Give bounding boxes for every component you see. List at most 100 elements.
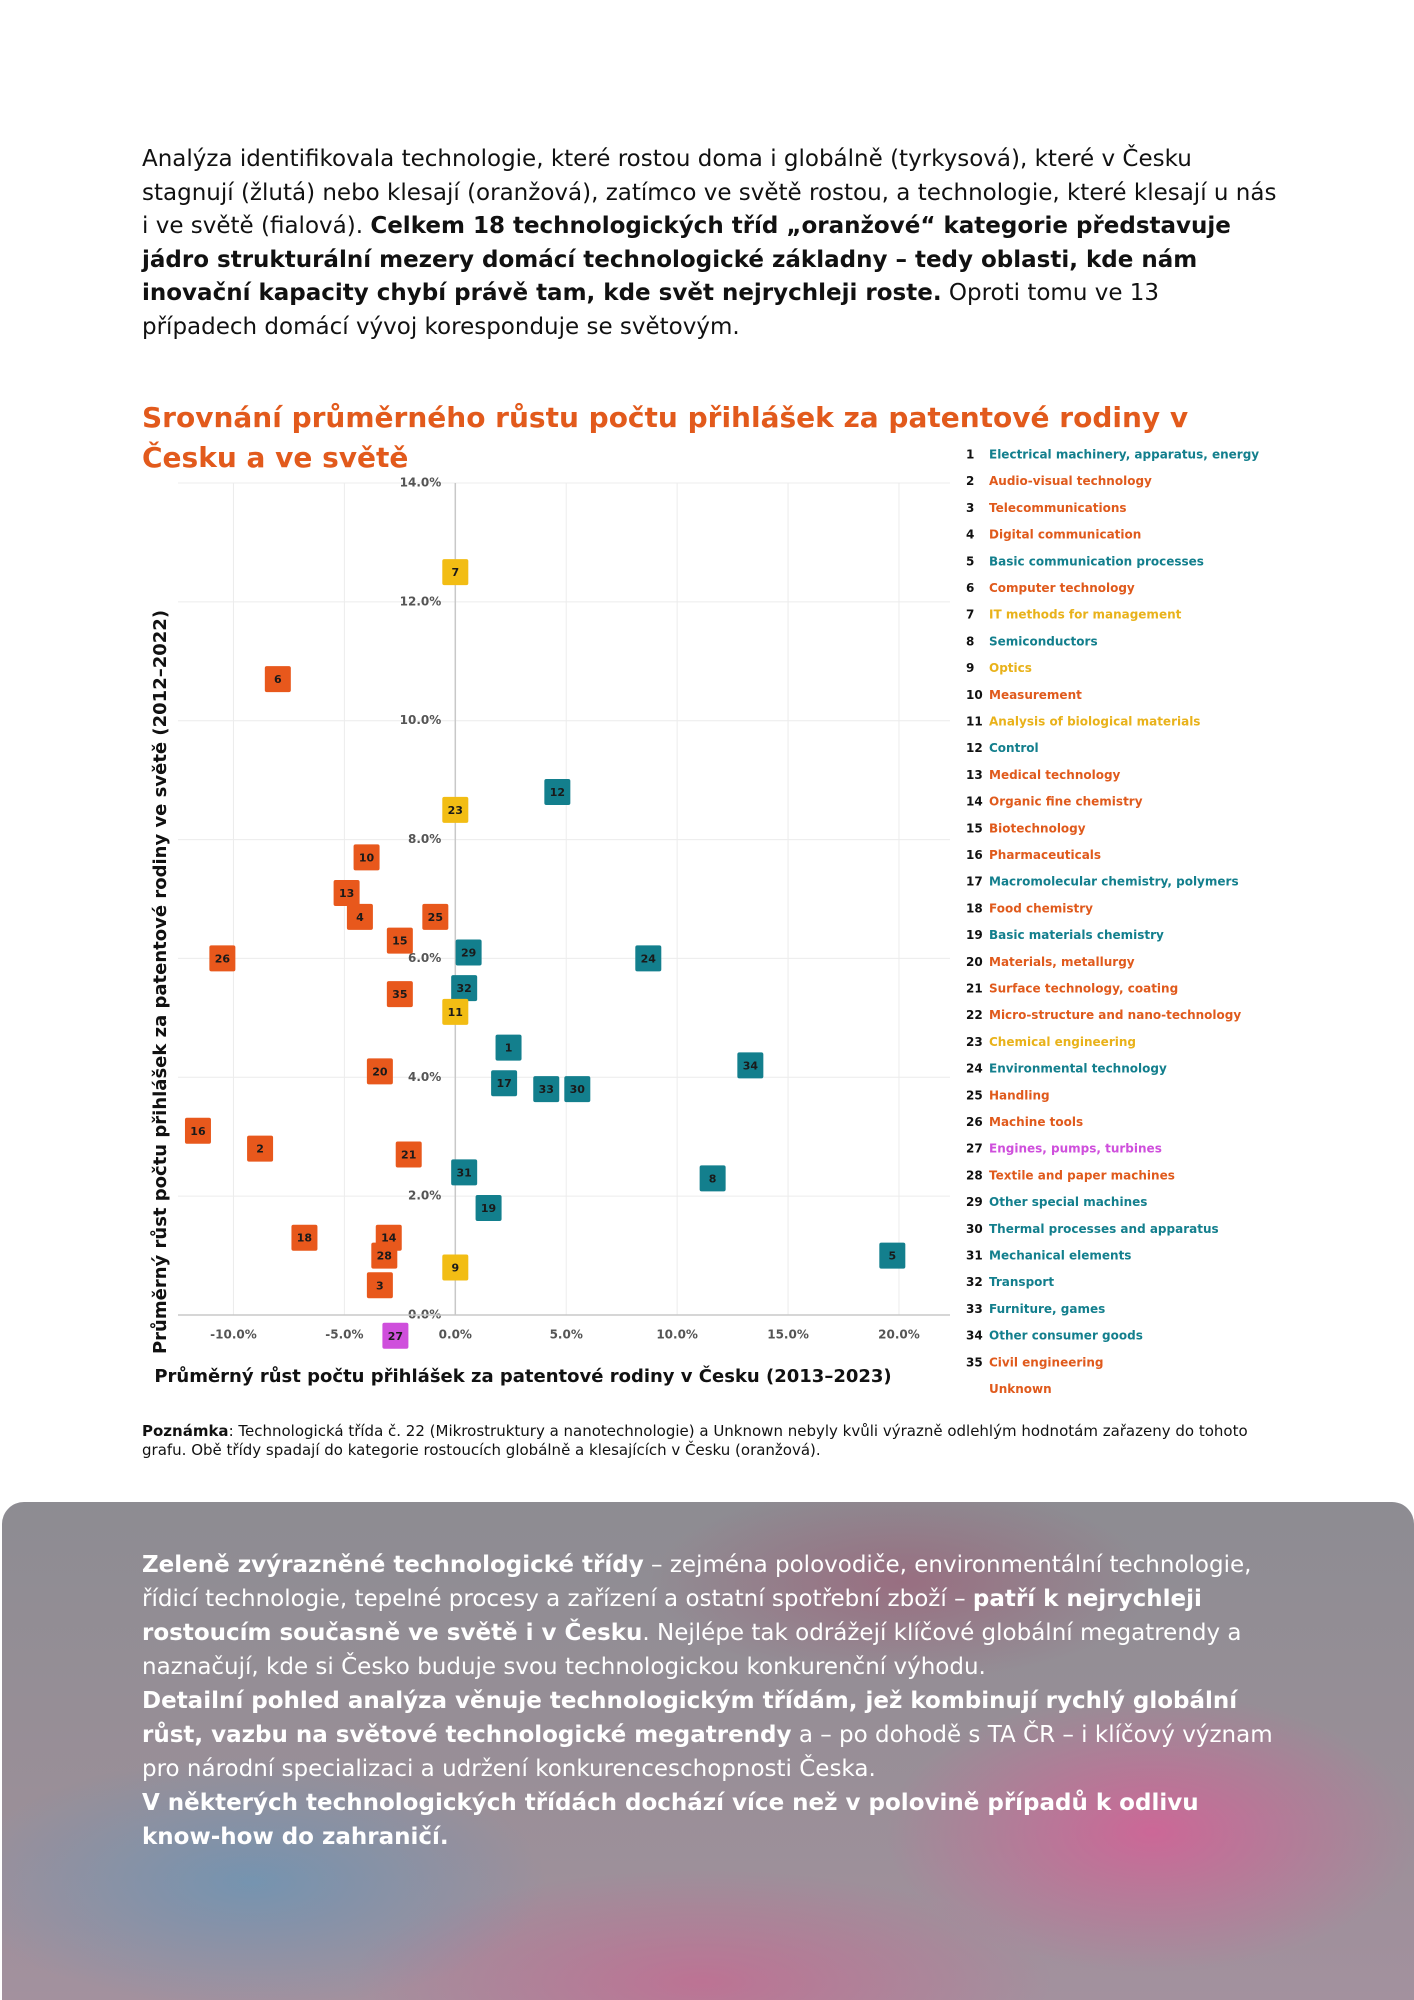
legend-number: 4 — [966, 528, 974, 542]
point-marker — [491, 1070, 518, 1097]
legend-number: 7 — [966, 608, 974, 622]
point-marker — [451, 1159, 478, 1186]
legend-label: Other consumer goods — [989, 1329, 1143, 1343]
legend-label: Audio-visual technology — [989, 474, 1152, 488]
text-segment: Analýza identifikovala technologie, kter… — [142, 146, 1277, 239]
point-marker — [291, 1224, 318, 1251]
point-marker — [442, 559, 469, 586]
text-segment: Poznámka — [142, 1422, 229, 1440]
legend-label: Chemical engineering — [989, 1035, 1136, 1049]
legend-label: Civil engineering — [989, 1355, 1104, 1369]
point-label: 18 — [297, 1232, 312, 1245]
point-label: 9 — [451, 1261, 459, 1274]
text-segment: Detailní pohled analýza věnuje technolog… — [142, 1688, 1238, 1748]
legend-number: 32 — [966, 1275, 983, 1289]
x-tick-label: 0.0% — [439, 1328, 472, 1342]
legend-label: Furniture, games — [989, 1302, 1105, 1316]
legend-label: Other special machines — [989, 1195, 1147, 1209]
legend-number: 10 — [966, 688, 983, 702]
legend-label: Mechanical elements — [989, 1249, 1131, 1263]
point-label: 29 — [461, 946, 476, 959]
legend-label: Computer technology — [989, 581, 1135, 595]
point-label: 2 — [256, 1143, 264, 1156]
legend-number: 34 — [966, 1329, 983, 1343]
legend-number: 35 — [966, 1355, 983, 1369]
point-label: 28 — [377, 1250, 392, 1263]
point-label: 7 — [451, 566, 459, 579]
paragraph: V některých technologických třídách doch… — [142, 1786, 1282, 1854]
legend-label: Pharmaceuticals — [989, 848, 1101, 862]
point-marker — [442, 998, 469, 1025]
legend-number: 14 — [966, 795, 983, 809]
point-label: 34 — [743, 1059, 759, 1072]
point-label: 15 — [392, 935, 407, 948]
point-label: 8 — [709, 1172, 717, 1185]
legend-number: 28 — [966, 1168, 983, 1182]
point-label: 17 — [496, 1077, 511, 1090]
point-marker — [386, 927, 413, 954]
point-label: 27 — [388, 1330, 403, 1343]
text-segment: V některých technologických třídách doch… — [142, 1790, 1199, 1850]
legend-number: 1 — [966, 448, 974, 462]
legend-number: 6 — [966, 581, 974, 595]
legend-number: 11 — [966, 715, 983, 729]
legend-number: 16 — [966, 848, 983, 862]
point-marker — [422, 903, 449, 930]
text-segment: Oproti tomu ve 13 případech domácí vývoj… — [142, 280, 1160, 340]
point-marker — [475, 1195, 502, 1222]
x-tick-label: 10.0% — [656, 1328, 698, 1342]
legend-label: Handling — [989, 1088, 1050, 1102]
legend-number: 22 — [966, 1008, 983, 1022]
y-tick-label: 12.0% — [400, 594, 442, 608]
legend-number: 17 — [966, 875, 983, 889]
point-marker — [737, 1052, 764, 1079]
point-label: 1 — [505, 1042, 513, 1055]
legend-label: Measurement — [989, 688, 1082, 702]
point-marker — [635, 945, 662, 972]
paragraph: Zeleně zvýrazněné technologické třídy – … — [142, 1548, 1282, 1684]
point-label: 26 — [215, 952, 231, 965]
point-label: 32 — [457, 982, 472, 995]
text-segment: – zejména polovodiče, environmentální te… — [142, 1552, 1252, 1612]
legend-label: Biotechnology — [989, 821, 1086, 835]
legend-number: 31 — [966, 1249, 983, 1263]
point-label: 11 — [448, 1006, 463, 1019]
legend-label: Analysis of biological materials — [989, 715, 1200, 729]
text-segment: . Nejlépe tak odrážejí klíčové globální … — [142, 1620, 1242, 1680]
legend-label: Organic fine chemistry — [989, 795, 1143, 809]
legend-number: 5 — [966, 554, 974, 568]
legend-label: Materials, metallurgy — [989, 955, 1135, 969]
point-marker — [386, 981, 413, 1008]
text-segment: : Technologická třída č. 22 (Mikrostrukt… — [142, 1422, 1248, 1459]
legend-label: Machine tools — [989, 1115, 1083, 1129]
legend-number: 24 — [966, 1062, 983, 1076]
y-tick-label: 10.0% — [400, 713, 442, 727]
point-label: 16 — [190, 1125, 206, 1138]
legend-label: Thermal processes and apparatus — [989, 1222, 1219, 1236]
text-segment: a – po dohodě s TA ČR – i klíčový význam… — [142, 1722, 1273, 1782]
legend-label: Basic communication processes — [989, 554, 1204, 568]
bottom-text: Zeleně zvýrazněné technologické třídy – … — [142, 1548, 1282, 1854]
legend-label: Optics — [989, 661, 1032, 675]
legend-number: 21 — [966, 982, 983, 996]
point-marker — [495, 1034, 522, 1061]
text-segment: Celkem 18 technologických tříd „oranžové… — [142, 213, 1231, 306]
point-label: 31 — [457, 1166, 472, 1179]
point-marker — [209, 945, 236, 972]
point-label: 5 — [888, 1250, 896, 1263]
legend-label: Telecommunications — [989, 501, 1127, 515]
point-label: 14 — [381, 1232, 397, 1245]
point-marker — [382, 1322, 409, 1349]
point-marker — [455, 939, 482, 966]
legend-number: 29 — [966, 1195, 983, 1209]
legend-number: 9 — [966, 661, 974, 675]
x-axis-label: Průměrný růst počtu přihlášek za patento… — [154, 1365, 891, 1387]
chart: 0.0% 2.0% 4.0% 6.0% 8.0% 10.0% 12.0% 14.0% -10.0… — [149, 448, 1259, 1397]
y-axis-label: Průměrný růst počtu přihlášek za patento… — [149, 610, 171, 1354]
legend-label: Electrical machinery, apparatus, energy — [989, 448, 1259, 462]
legend-label: Macromolecular chemistry, polymers — [989, 875, 1239, 889]
point-label: 24 — [641, 952, 657, 965]
legend-label: Digital communication — [989, 528, 1141, 542]
legend-label: Medical technology — [989, 768, 1121, 782]
